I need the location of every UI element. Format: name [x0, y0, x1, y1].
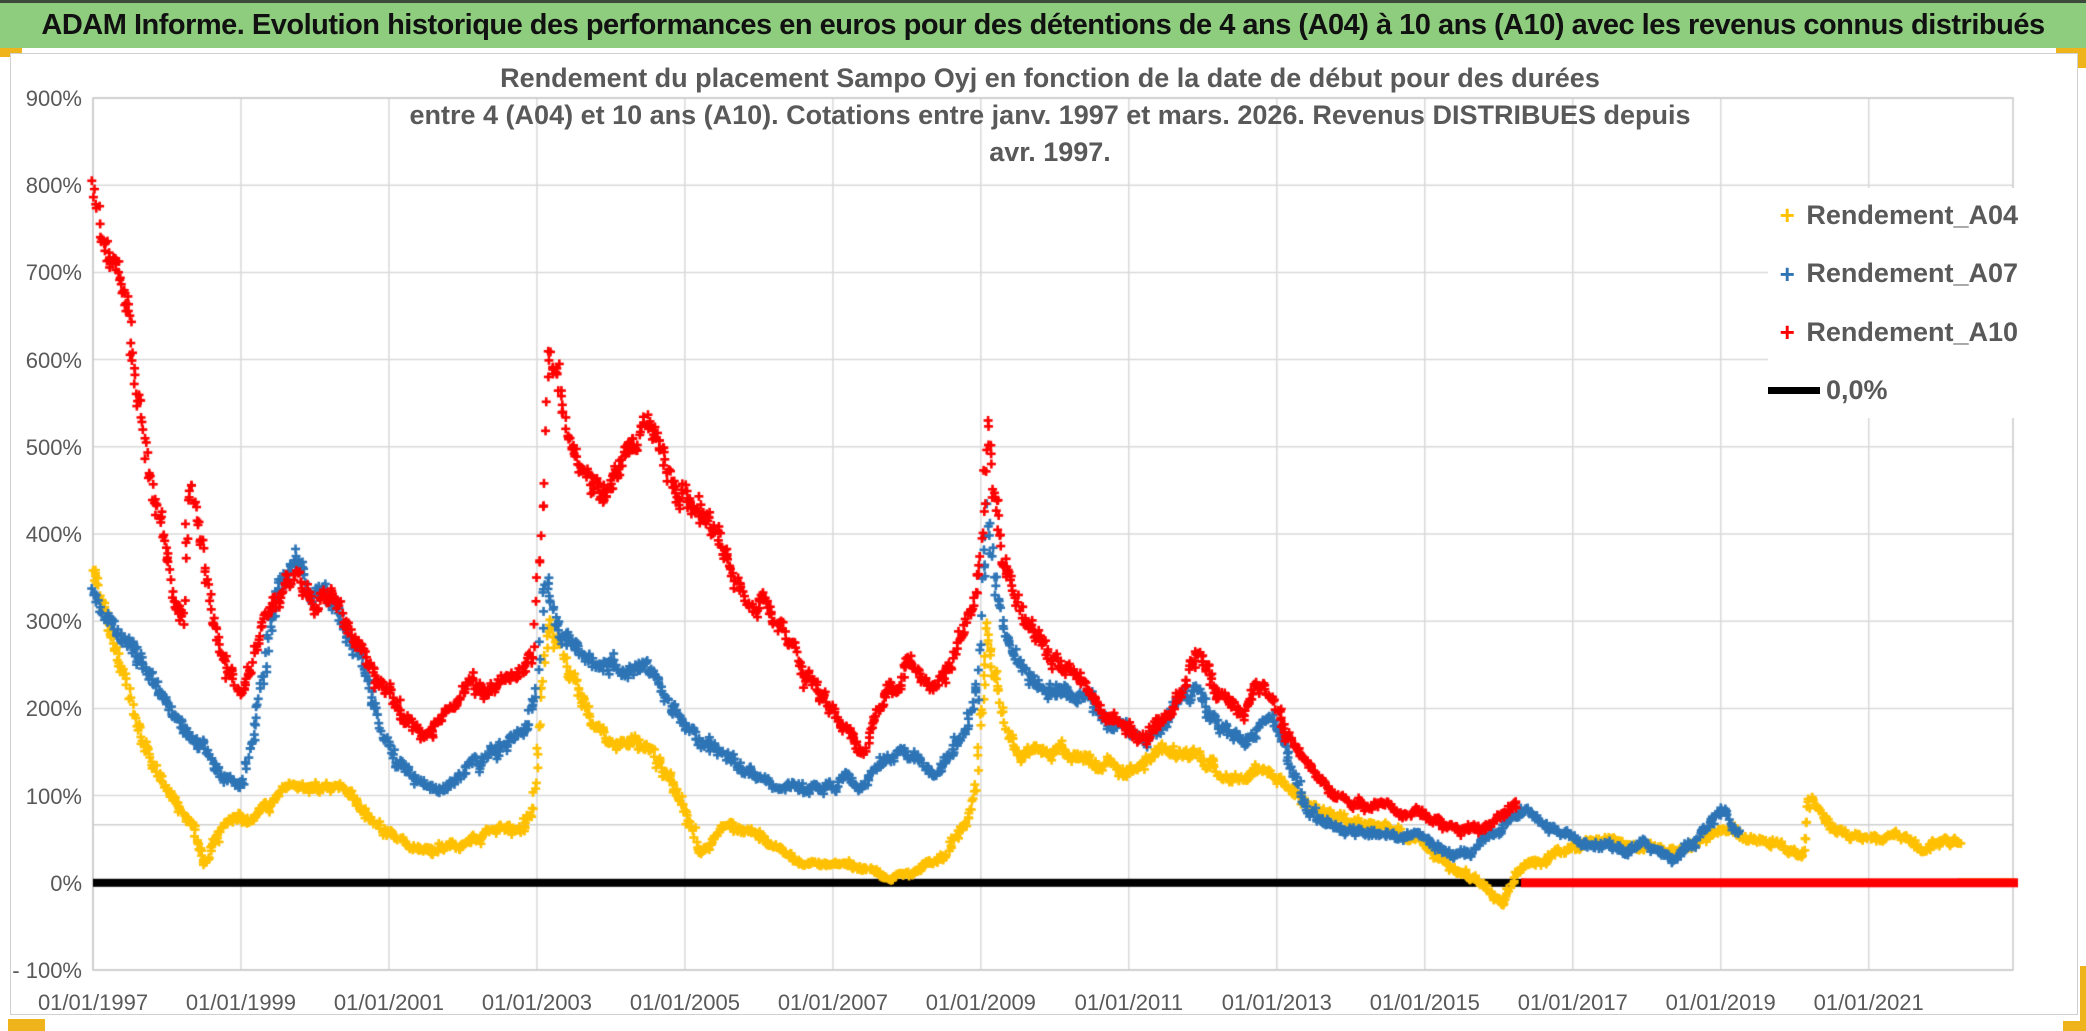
x-axis-label: 01/01/2013: [1221, 990, 1332, 1015]
x-axis-label: 01/01/2003: [481, 990, 592, 1015]
chart-legend: + Rendement_A04 + Rendement_A07 + Rendement_A…: [1768, 188, 2018, 418]
chart-title-line1: Rendement du placement Sampo Oyj en fonc…: [500, 63, 1600, 93]
y-axis-label: 200%: [25, 696, 82, 722]
legend-item-rendement-a07: + Rendement_A07: [1768, 249, 2018, 299]
legend-line-swatch-icon: [1768, 387, 1820, 395]
x-axis-label: 01/01/2001: [333, 990, 445, 1015]
legend-plus-marker-icon: +: [1779, 258, 1795, 289]
y-axis-label: 100%: [25, 783, 82, 809]
x-axis-label: 01/01/2007: [777, 990, 888, 1015]
x-axis-label: 01/01/1999: [185, 990, 297, 1015]
legend-label: Rendement_A10: [1806, 316, 2018, 347]
y-axis-label: 700%: [25, 260, 82, 286]
y-axis-label: 600%: [25, 347, 82, 373]
legend-item-rendement-a04: + Rendement_A04: [1768, 190, 2018, 240]
y-axis-label: 500%: [25, 434, 82, 460]
y-axis-label: 800%: [25, 173, 82, 199]
y-axis-label: - 100%: [12, 958, 82, 983]
x-axis-label: 01/01/2021: [1813, 990, 1924, 1015]
x-axis-label: 01/01/2005: [629, 990, 740, 1015]
x-axis-label: 01/01/2009: [925, 990, 1036, 1015]
x-axis-label: 01/01/2017: [1517, 990, 1628, 1015]
legend-label: 0,0%: [1826, 375, 1888, 406]
x-axis-label: 01/01/2015: [1369, 990, 1480, 1015]
x-axis-label: 01/01/2019: [1665, 990, 1776, 1015]
legend-item-rendement-a10: + Rendement_A10: [1768, 307, 2018, 357]
legend-label: Rendement_A07: [1806, 258, 2018, 289]
y-axis-label: 900%: [25, 86, 82, 111]
y-axis-label: 300%: [25, 609, 82, 635]
y-axis-label: 400%: [25, 522, 82, 547]
legend-label: Rendement_A04: [1806, 199, 2018, 230]
chart-title-line2: entre 4 (A04) et 10 ans (A10). Cotations…: [409, 100, 1691, 167]
legend-plus-marker-icon: +: [1779, 200, 1795, 230]
legend-item-0-0-: 0,0%: [1768, 366, 2018, 416]
y-axis-label: 0%: [50, 870, 82, 896]
chart-title: Rendement du placement Sampo Oyj en fonc…: [400, 60, 1700, 171]
x-axis-label: 01/01/1997: [37, 990, 149, 1015]
x-axis-label: 01/01/2011: [1074, 990, 1184, 1015]
legend-plus-marker-icon: +: [1779, 317, 1795, 348]
